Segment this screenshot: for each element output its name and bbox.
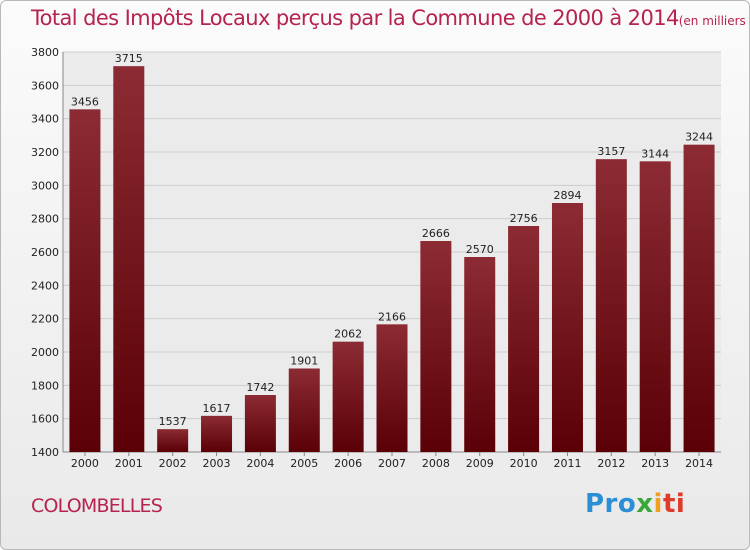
- bar: [69, 109, 101, 452]
- x-tick-label: 2010: [510, 457, 538, 470]
- bar-value-label: 1537: [159, 415, 187, 428]
- bar-value-label: 2756: [510, 212, 538, 225]
- bar-value-label: 2062: [334, 328, 362, 341]
- x-tick-label: 2004: [246, 457, 274, 470]
- bar-value-label: 2666: [422, 227, 450, 240]
- bar: [595, 159, 627, 452]
- y-tick-label: 3000: [31, 179, 59, 192]
- bar: [157, 429, 189, 452]
- x-tick-label: 2000: [71, 457, 99, 470]
- y-tick-label: 2800: [31, 213, 59, 226]
- bar-value-label: 2894: [553, 189, 581, 202]
- bar-value-label: 1901: [290, 355, 318, 368]
- bar-value-label: 3144: [641, 147, 669, 160]
- y-tick-label: 1800: [31, 379, 59, 392]
- y-tick-label: 3400: [31, 113, 59, 126]
- x-tick-label: 2011: [553, 457, 581, 470]
- y-tick-label: 2200: [31, 313, 59, 326]
- x-tick-label: 2006: [334, 457, 362, 470]
- chart-unit: (en milliers d'€): [678, 14, 749, 28]
- bar-value-label: 3244: [685, 131, 713, 144]
- bar: [508, 226, 540, 452]
- bar: [288, 368, 320, 452]
- y-tick-label: 3800: [31, 46, 59, 59]
- x-tick-label: 2009: [466, 457, 494, 470]
- y-tick-label: 1400: [31, 446, 59, 459]
- y-tick-label: 1600: [31, 413, 59, 426]
- proxiti-logo: Proxiti: [585, 489, 686, 519]
- bar: [464, 257, 496, 452]
- x-tick-label: 2007: [378, 457, 406, 470]
- bar: [201, 415, 233, 452]
- x-tick-label: 2003: [203, 457, 231, 470]
- bar-value-label: 3157: [597, 145, 625, 158]
- y-tick-label: 3200: [31, 146, 59, 159]
- bar-value-label: 2166: [378, 310, 406, 323]
- y-tick-label: 2000: [31, 346, 59, 359]
- bar-value-label: 3456: [71, 95, 99, 108]
- x-tick-label: 2005: [290, 457, 318, 470]
- x-tick-label: 2013: [641, 457, 669, 470]
- commune-name: COLOMBELLES: [31, 495, 163, 517]
- bar-value-label: 2570: [466, 243, 494, 256]
- y-tick-label: 2600: [31, 246, 59, 259]
- bar: [683, 144, 715, 452]
- y-tick-label: 2400: [31, 279, 59, 292]
- bar: [113, 66, 145, 453]
- x-tick-label: 2012: [597, 457, 625, 470]
- bar: [420, 241, 452, 452]
- bar: [332, 341, 364, 452]
- x-tick-label: 2008: [422, 457, 450, 470]
- chart-title: Total des Impôts Locaux perçus par la Co…: [31, 6, 749, 30]
- chart-title-text: Total des Impôts Locaux perçus par la Co…: [31, 6, 679, 30]
- y-tick-label: 3600: [31, 79, 59, 92]
- bar-value-label: 1617: [203, 402, 231, 415]
- x-tick-label: 2014: [685, 457, 713, 470]
- bar: [376, 324, 408, 452]
- bar-value-label: 1742: [246, 381, 274, 394]
- bar: [551, 203, 583, 452]
- x-tick-label: 2002: [159, 457, 187, 470]
- x-tick-label: 2001: [115, 457, 143, 470]
- bar: [244, 395, 276, 452]
- bar: [639, 161, 671, 453]
- bar-value-label: 3715: [115, 52, 143, 65]
